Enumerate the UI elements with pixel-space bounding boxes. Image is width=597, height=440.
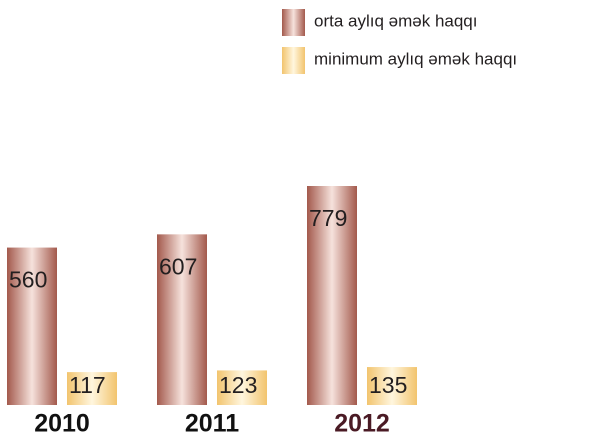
bar: [217, 370, 267, 405]
x-tick-label: 2010: [34, 410, 90, 438]
bar: [67, 372, 117, 405]
x-tick-label: 2011: [185, 410, 239, 438]
legend-swatch: [282, 9, 305, 36]
value-label: 560: [9, 267, 47, 293]
value-label: 135: [369, 372, 407, 398]
legend-label: orta aylıq əmək haqqı: [314, 11, 477, 30]
value-label: 779: [309, 205, 347, 231]
bar: [367, 367, 417, 405]
value-label: 607: [159, 253, 197, 279]
value-label: 123: [219, 372, 257, 398]
bar: [157, 234, 207, 405]
bar: [7, 247, 57, 405]
value-label: 117: [69, 372, 106, 398]
legend-swatch: [282, 47, 305, 74]
bar: [307, 186, 357, 405]
x-tick-label: 2012: [334, 410, 390, 438]
legend-label: minimum aylıq əmək haqqı: [314, 49, 517, 68]
